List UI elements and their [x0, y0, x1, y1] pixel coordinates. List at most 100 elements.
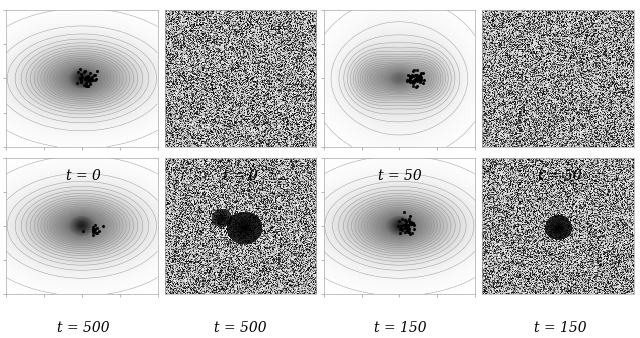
Text: t = 150: t = 150: [534, 321, 586, 335]
Point: [77, 228, 88, 234]
Point: [81, 76, 92, 82]
Point: [87, 75, 97, 80]
Point: [79, 68, 90, 73]
Point: [401, 223, 411, 229]
Point: [408, 83, 418, 89]
Point: [419, 77, 429, 82]
Point: [404, 78, 415, 83]
Point: [92, 69, 102, 74]
Point: [88, 227, 98, 233]
Point: [418, 80, 428, 86]
Point: [88, 227, 99, 232]
Point: [413, 77, 423, 82]
Text: t = 500: t = 500: [57, 321, 109, 335]
Point: [404, 73, 415, 79]
Point: [77, 74, 87, 80]
Point: [81, 76, 91, 81]
Point: [79, 70, 90, 75]
Point: [409, 79, 419, 84]
Point: [90, 229, 100, 234]
Point: [415, 72, 425, 78]
Point: [397, 226, 408, 231]
Point: [88, 228, 98, 234]
Point: [408, 73, 419, 79]
Point: [404, 78, 414, 83]
Text: t = 50: t = 50: [538, 169, 582, 183]
Point: [400, 225, 410, 231]
Point: [408, 80, 419, 86]
Point: [415, 70, 426, 76]
Point: [92, 225, 102, 231]
Point: [398, 223, 408, 228]
Point: [88, 77, 98, 82]
Point: [74, 67, 84, 72]
Point: [412, 78, 422, 83]
Point: [407, 230, 417, 235]
Point: [81, 83, 92, 88]
Point: [406, 221, 416, 226]
Point: [404, 226, 414, 232]
Point: [402, 79, 412, 84]
Point: [88, 224, 98, 230]
Point: [411, 84, 421, 90]
Point: [75, 75, 85, 81]
Point: [76, 77, 86, 82]
Point: [81, 80, 91, 86]
Point: [404, 231, 415, 237]
Point: [83, 74, 93, 79]
Point: [412, 68, 422, 73]
Point: [406, 221, 417, 226]
Point: [400, 222, 410, 227]
Point: [396, 226, 406, 232]
Point: [76, 71, 86, 76]
Point: [406, 74, 417, 79]
Point: [73, 70, 83, 75]
Point: [402, 227, 412, 233]
Point: [90, 72, 100, 78]
Point: [90, 223, 100, 228]
Point: [403, 228, 413, 234]
Point: [408, 74, 418, 79]
Point: [406, 79, 417, 84]
Point: [416, 77, 426, 82]
Point: [413, 77, 423, 82]
Point: [85, 78, 95, 83]
Point: [395, 231, 405, 236]
Point: [403, 222, 413, 228]
Point: [83, 77, 93, 83]
Point: [405, 220, 415, 225]
Text: t = 150: t = 150: [374, 321, 426, 335]
Point: [413, 73, 424, 79]
Point: [92, 230, 102, 236]
Point: [393, 223, 403, 229]
Point: [394, 218, 404, 223]
Point: [409, 78, 419, 84]
Point: [410, 77, 420, 82]
Point: [415, 79, 425, 84]
Point: [405, 221, 415, 227]
Point: [411, 72, 421, 77]
Point: [81, 80, 91, 86]
Point: [89, 73, 99, 78]
Point: [404, 229, 414, 235]
Point: [410, 78, 420, 84]
Point: [407, 73, 417, 78]
Point: [90, 77, 100, 82]
Point: [394, 226, 404, 231]
Point: [416, 74, 426, 80]
Point: [412, 73, 422, 78]
Point: [408, 69, 418, 74]
Point: [409, 77, 419, 83]
Point: [402, 77, 412, 83]
Point: [403, 230, 413, 235]
Point: [403, 223, 413, 228]
Point: [410, 222, 420, 228]
Point: [404, 218, 414, 224]
Point: [397, 227, 407, 232]
Point: [406, 220, 416, 225]
Point: [415, 76, 426, 81]
Point: [82, 75, 92, 80]
Point: [413, 74, 424, 79]
Point: [79, 83, 89, 88]
Point: [83, 83, 93, 89]
